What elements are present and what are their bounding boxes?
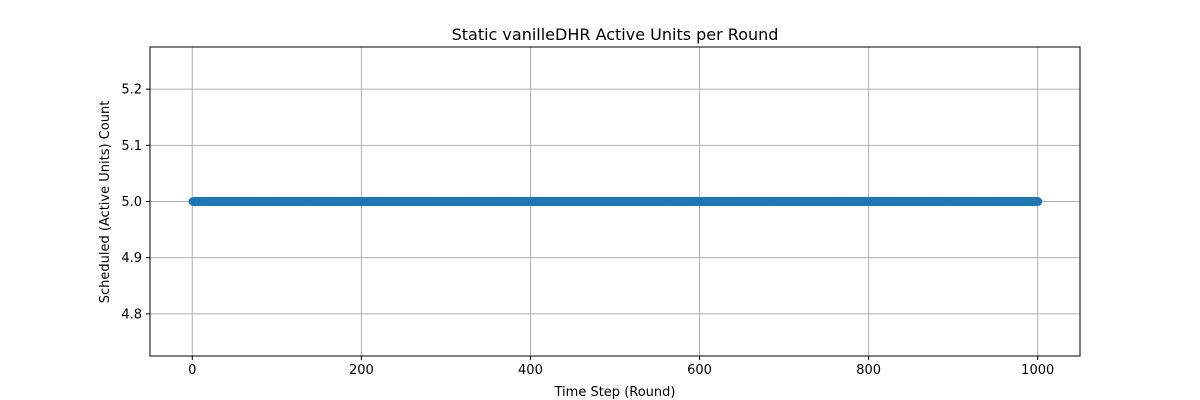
x-axis-ticks: 0 200 400 600 800 1000 xyxy=(188,356,1054,378)
x-tick-label: 1000 xyxy=(1021,363,1054,378)
x-axis-label: Time Step (Round) xyxy=(554,385,676,400)
data-point xyxy=(1033,197,1043,206)
y-tick-label: 5.2 xyxy=(121,83,142,98)
x-tick-label: 600 xyxy=(687,363,712,378)
series-points xyxy=(188,197,1043,206)
chart-title: Static vanilleDHR Active Units per Round xyxy=(452,25,779,44)
y-tick-label: 5.0 xyxy=(121,195,142,210)
x-tick-label: 400 xyxy=(518,363,543,378)
y-tick-label: 4.8 xyxy=(121,307,142,322)
y-tick-label: 5.1 xyxy=(121,139,142,154)
y-axis-label: Scheduled (Active Units) Count xyxy=(98,101,113,304)
x-tick-label: 200 xyxy=(349,363,374,378)
x-tick-label: 0 xyxy=(188,363,196,378)
y-tick-label: 4.9 xyxy=(121,251,142,266)
x-tick-label: 800 xyxy=(856,363,881,378)
y-axis-ticks: 4.8 4.9 5.0 5.1 5.2 xyxy=(121,83,150,322)
